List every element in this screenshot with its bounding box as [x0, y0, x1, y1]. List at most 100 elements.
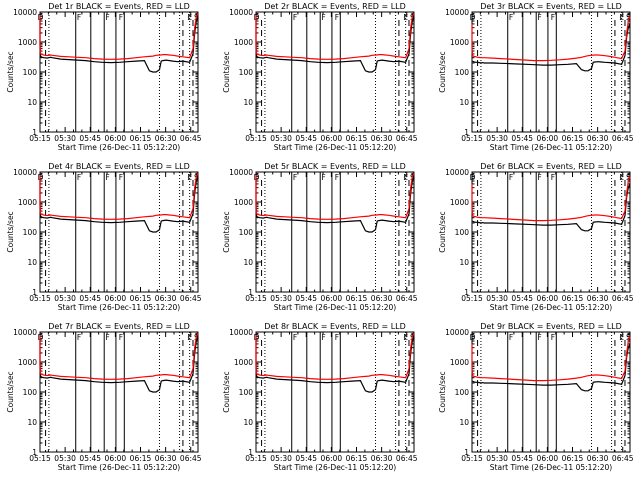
y-axis-label: Counts/sec — [222, 51, 231, 92]
y-axis-label: Counts/sec — [438, 211, 447, 252]
x-tick-label: 05:15 — [461, 454, 483, 463]
panel-det6r: Det 6r BLACK = Events, RED = LLD 1 10 100 10… — [438, 162, 634, 312]
x-tick-label: 06:00 — [537, 134, 559, 143]
x-tick-label: 06:00 — [105, 294, 127, 303]
plot-frame — [255, 331, 415, 453]
x-tick-label: 06:15 — [130, 134, 152, 143]
plot-frame — [39, 11, 199, 133]
y-tick-label: 100 — [455, 388, 470, 397]
x-tick-label: 05:45 — [511, 134, 533, 143]
flag-letter: S — [626, 173, 631, 182]
y-tick-label: 1 — [32, 128, 37, 137]
flag-letter: F — [321, 173, 325, 182]
flag-letter: F — [119, 333, 123, 342]
x-axis-label: Start Time (26-Dec-11 05:12:20) — [490, 303, 612, 312]
x-tick-label: 05:30 — [270, 294, 292, 303]
y-tick-label: 100 — [23, 228, 38, 237]
flag-letter: F — [293, 173, 297, 182]
y-tick-label: 1000 — [450, 38, 469, 47]
x-tick-label: 05:30 — [486, 294, 508, 303]
y-tick-label: 1 — [248, 448, 253, 457]
y-tick-label: 100 — [239, 388, 254, 397]
x-tick-label: 06:45 — [612, 294, 634, 303]
flag-letter: E — [403, 333, 408, 342]
y-tick-label: 1000 — [450, 358, 469, 367]
x-tick-label: 05:30 — [54, 134, 76, 143]
flag-letter: F — [119, 13, 123, 22]
y-tick-label: 10 — [243, 98, 253, 107]
x-tick-label: 06:30 — [587, 454, 609, 463]
x-axis-label: Start Time (26-Dec-11 05:12:20) — [58, 463, 180, 472]
x-tick-label: 06:00 — [321, 294, 343, 303]
x-tick-label: 06:30 — [371, 134, 393, 143]
x-tick-label: 05:30 — [270, 454, 292, 463]
x-tick-label: 05:15 — [461, 134, 483, 143]
y-axis-label: Counts/sec — [438, 51, 447, 92]
y-tick-label: 10000 — [445, 328, 469, 337]
y-axis-label: Counts/sec — [222, 371, 231, 412]
y-axis-label: Counts/sec — [438, 371, 447, 412]
flag-letter: F — [335, 13, 339, 22]
panel-det1r: Det 1r BLACK = Events, RED = LLD 1 10 100 10… — [6, 2, 202, 152]
flag-letter: D — [38, 173, 44, 182]
y-tick-label: 1000 — [234, 198, 253, 207]
y-tick-label: 1 — [32, 288, 37, 297]
panel-title: Det 2r BLACK = Events, RED = LLD — [264, 2, 406, 11]
plot-frame — [255, 11, 415, 133]
y-tick-label: 10000 — [445, 8, 469, 17]
y-tick-label: 1000 — [18, 38, 37, 47]
x-axis-label: Start Time (26-Dec-11 05:12:20) — [490, 143, 612, 152]
y-tick-label: 100 — [455, 68, 470, 77]
x-tick-label: 06:15 — [562, 454, 584, 463]
plot-frame — [39, 331, 199, 453]
x-tick-label: 06:00 — [537, 454, 559, 463]
flag-letter: E — [403, 13, 408, 22]
y-tick-label: 100 — [455, 228, 470, 237]
y-tick-label: 1000 — [18, 358, 37, 367]
lld-series-line — [39, 13, 199, 60]
y-tick-label: 100 — [239, 228, 254, 237]
x-tick-label: 05:30 — [486, 134, 508, 143]
y-tick-label: 10000 — [13, 328, 37, 337]
lld-series-line — [471, 336, 631, 382]
plot-frame — [471, 331, 631, 453]
x-tick-label: 05:45 — [79, 294, 101, 303]
x-axis-label: Start Time (26-Dec-11 05:12:20) — [490, 463, 612, 472]
y-axis-label: Counts/sec — [6, 211, 15, 252]
y-tick-label: 10000 — [229, 168, 253, 177]
y-tick-label: 1 — [248, 128, 253, 137]
x-tick-label: 06:45 — [396, 454, 418, 463]
x-tick-label: 05:45 — [295, 134, 317, 143]
x-tick-label: 06:00 — [321, 134, 343, 143]
flag-letter: E — [187, 333, 192, 342]
x-tick-label: 06:15 — [130, 294, 152, 303]
flag-letter: F — [105, 13, 109, 22]
x-tick-label: 05:30 — [270, 134, 292, 143]
flag-letter: F — [105, 173, 109, 182]
lld-series-line — [471, 176, 631, 222]
x-tick-label: 06:45 — [180, 294, 202, 303]
flag-letter: F — [335, 333, 339, 342]
flag-letter: F — [293, 333, 297, 342]
x-tick-label: 06:30 — [587, 294, 609, 303]
y-axis-label: Counts/sec — [6, 51, 15, 92]
x-tick-label: 05:45 — [79, 134, 101, 143]
events-series-line — [39, 336, 199, 393]
lld-series-line — [471, 16, 631, 62]
lld-series-line — [255, 173, 415, 220]
y-tick-label: 10 — [27, 98, 37, 107]
flag-letter: E — [187, 173, 192, 182]
events-series-line — [255, 176, 415, 233]
flag-letter: F — [509, 13, 513, 22]
x-axis-label: Start Time (26-Dec-11 05:12:20) — [274, 463, 396, 472]
x-tick-label: 06:15 — [346, 454, 368, 463]
panel-det5r: Det 5r BLACK = Events, RED = LLD 1 10 100 10… — [222, 162, 418, 312]
panel-det8r: Det 8r BLACK = Events, RED = LLD 1 10 100 10… — [222, 322, 418, 472]
y-tick-label: 1 — [32, 448, 37, 457]
flag-letter: E — [403, 173, 408, 182]
flag-letter: S — [626, 13, 631, 22]
x-axis-label: Start Time (26-Dec-11 05:12:20) — [274, 303, 396, 312]
x-tick-label: 06:00 — [105, 134, 127, 143]
panel-title: Det 4r BLACK = Events, RED = LLD — [48, 162, 190, 171]
plot-frame — [471, 11, 631, 133]
